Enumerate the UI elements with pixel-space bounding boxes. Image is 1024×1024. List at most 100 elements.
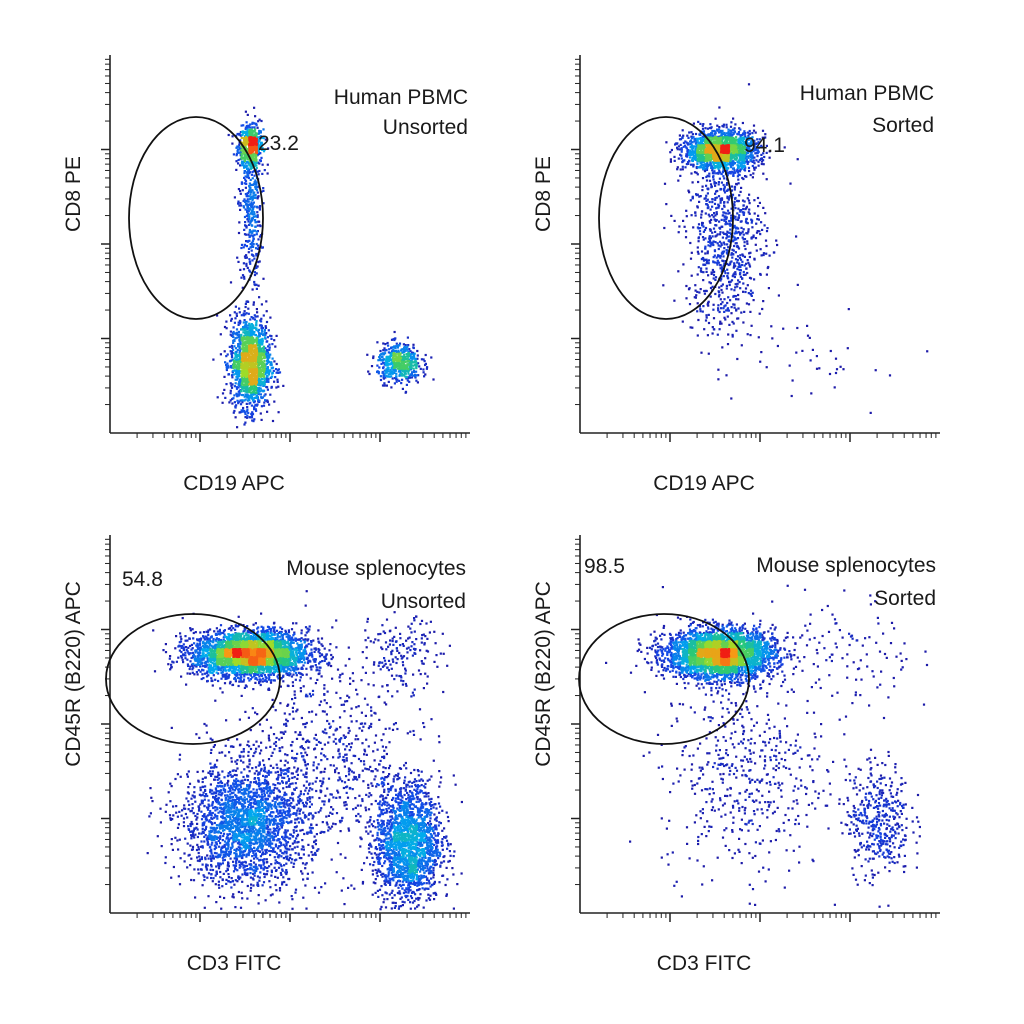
event-dot	[694, 132, 698, 136]
event-dot	[717, 261, 721, 264]
event-dot	[704, 252, 707, 255]
event-dot	[255, 183, 258, 186]
event-dot	[236, 361, 240, 364]
event-dot	[241, 344, 244, 347]
event-dot	[387, 380, 390, 383]
event-dot	[266, 368, 269, 371]
event-dot	[737, 216, 740, 219]
event-dot	[796, 326, 799, 330]
event-dot	[719, 199, 722, 202]
event-dot	[258, 368, 261, 371]
event-dot	[252, 237, 255, 240]
event-dot	[746, 242, 749, 245]
event-dot	[705, 270, 708, 273]
event-dot	[662, 284, 665, 287]
event-dot	[240, 246, 243, 250]
event-dot	[262, 137, 265, 140]
event-dot	[240, 363, 243, 366]
event-dot	[266, 172, 269, 175]
event-dot	[728, 239, 731, 242]
event-dot	[713, 129, 716, 133]
event-dot	[245, 165, 248, 168]
event-dot	[253, 338, 257, 341]
event-dot	[689, 257, 693, 260]
event-dot	[238, 338, 241, 341]
event-dot	[245, 264, 248, 267]
event-dot	[398, 367, 401, 370]
event-dot	[765, 366, 768, 369]
event-dot	[244, 421, 247, 424]
event-dot	[711, 285, 714, 288]
event-dot	[241, 160, 244, 163]
event-dot	[258, 206, 261, 209]
event-dot	[249, 165, 252, 168]
event-dot	[383, 384, 386, 387]
event-dot	[736, 285, 739, 288]
event-dot	[761, 129, 765, 132]
event-dot	[232, 348, 235, 351]
event-dot	[732, 117, 735, 120]
event-dot	[707, 352, 710, 355]
event-dot	[254, 185, 257, 188]
event-dot	[246, 372, 249, 375]
event-dot	[714, 184, 717, 187]
event-dot	[750, 218, 753, 221]
event-dot	[275, 386, 278, 389]
event-dot	[398, 370, 402, 373]
event-dot	[685, 209, 688, 212]
event-dot	[245, 312, 248, 315]
event-dot	[726, 243, 729, 246]
event-dot	[238, 393, 241, 396]
event-dot	[244, 347, 247, 350]
event-dot	[236, 349, 239, 352]
event-dot	[256, 356, 259, 359]
event-dot	[815, 355, 818, 358]
event-dot	[717, 309, 720, 312]
event-dot	[266, 375, 269, 378]
event-dot	[236, 395, 239, 398]
event-dot	[268, 343, 271, 346]
event-dot	[246, 330, 249, 333]
event-dot	[260, 329, 263, 332]
event-dot	[717, 183, 720, 186]
event-dot	[741, 260, 744, 263]
panel-annotation-line: Human PBMC	[334, 86, 468, 109]
event-dot	[393, 371, 396, 374]
event-dot	[233, 385, 236, 388]
event-dot	[742, 204, 745, 207]
event-dot	[262, 187, 265, 190]
event-dot	[245, 325, 248, 328]
event-dot	[385, 371, 388, 374]
event-dot	[724, 163, 727, 166]
event-dot	[246, 333, 249, 337]
event-dot	[409, 376, 412, 379]
event-dot	[731, 141, 734, 144]
event-dot	[235, 312, 238, 315]
event-dot	[236, 362, 239, 366]
event-dot	[250, 234, 253, 237]
event-dot	[252, 325, 255, 328]
event-dot	[414, 358, 417, 361]
event-dot	[258, 381, 261, 384]
event-dot	[229, 399, 232, 402]
event-dot	[717, 295, 721, 298]
event-dot	[275, 362, 278, 366]
event-dot	[677, 231, 680, 234]
event-dot	[258, 339, 261, 342]
event-dot	[704, 197, 707, 200]
event-dot	[246, 345, 249, 348]
event-dot	[254, 386, 257, 389]
event-dot	[242, 268, 246, 271]
event-dot	[227, 373, 230, 376]
event-dot	[740, 136, 743, 139]
event-dot	[721, 291, 724, 294]
event-dot	[262, 277, 265, 280]
event-dot	[736, 255, 740, 258]
event-dot	[257, 398, 260, 401]
event-dot	[720, 218, 723, 221]
event-dot	[412, 367, 415, 370]
event-dot	[735, 157, 738, 160]
event-dot	[237, 402, 240, 405]
event-dot	[407, 368, 410, 371]
event-dot	[728, 235, 731, 238]
